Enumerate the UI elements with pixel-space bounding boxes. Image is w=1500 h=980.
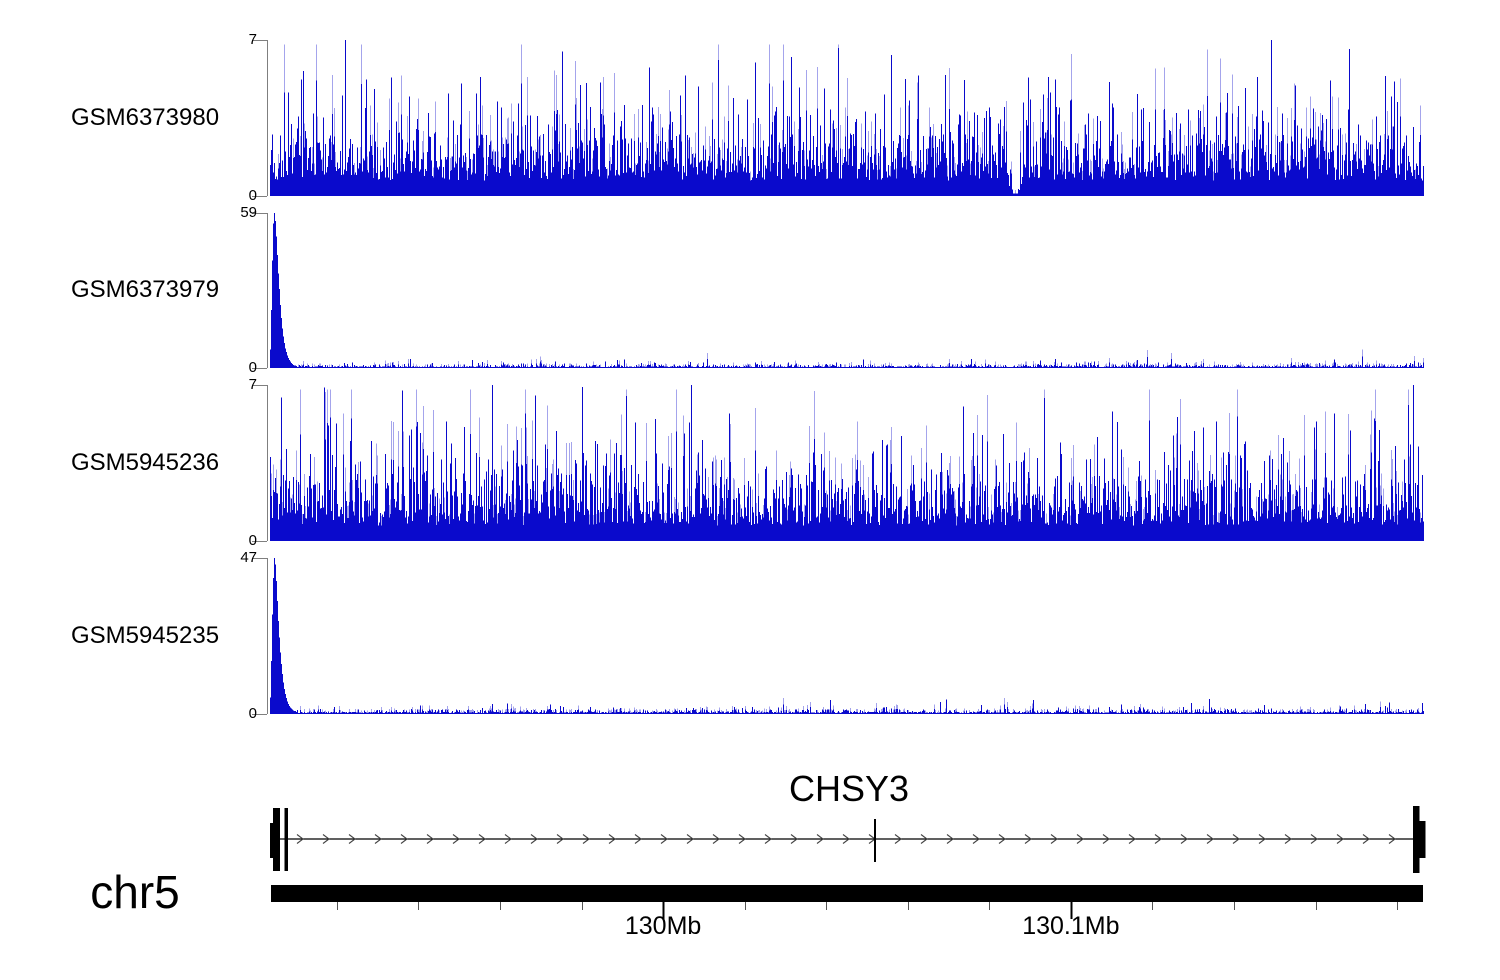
y-max-label-2: 59 [240, 204, 257, 221]
exon-internal [874, 819, 876, 862]
track-label-1: GSM6373980 [70, 104, 220, 131]
track-y-axis [252, 40, 268, 197]
y-max-label-3: 7 [248, 376, 257, 393]
track-label-3: GSM5945236 [70, 449, 220, 476]
chromosome-name-label: chr5 [90, 866, 180, 918]
track-GSM5945236 [252, 385, 1424, 542]
y-zero-label-4: 0 [248, 705, 257, 722]
y-max-label-1: 7 [248, 31, 257, 48]
y-max-label-4: 47 [240, 549, 257, 566]
chromosome-bar [271, 885, 1423, 902]
coverage-signal [270, 385, 1424, 541]
track-GSM6373980 [252, 40, 1424, 197]
ruler-minor-ticks [336, 902, 1399, 910]
track-GSM6373979 [252, 213, 1424, 369]
y-zero-label-1: 0 [248, 187, 257, 204]
gene-name-title: CHSY3 [788, 768, 910, 809]
track-label-4: GSM5945235 [70, 622, 220, 649]
y-zero-label-2: 0 [248, 359, 257, 376]
coverage-signal-light [298, 349, 1424, 368]
track-label-2: GSM6373979 [70, 276, 220, 303]
y-zero-label-3: 0 [248, 532, 257, 549]
exon-left-2 [284, 808, 288, 871]
track-y-axis [252, 558, 268, 715]
track-y-axis [252, 213, 268, 369]
ruler-major-ticks [662, 902, 1073, 919]
track-GSM5945235 [252, 558, 1424, 715]
chromosome-ruler [271, 885, 1423, 919]
coverage-signal [270, 40, 1424, 196]
track-y-axis [252, 385, 268, 542]
exon-right-wide [1413, 821, 1426, 858]
exon-left-1-wide [270, 823, 280, 858]
coverage-signal [270, 213, 1424, 368]
coverage-signal [270, 558, 1424, 714]
ruler-label-130-1mb: 130.1Mb [1022, 912, 1120, 940]
ruler-label-130mb: 130Mb [624, 912, 702, 940]
gene-model-CHSY3 [270, 806, 1426, 873]
